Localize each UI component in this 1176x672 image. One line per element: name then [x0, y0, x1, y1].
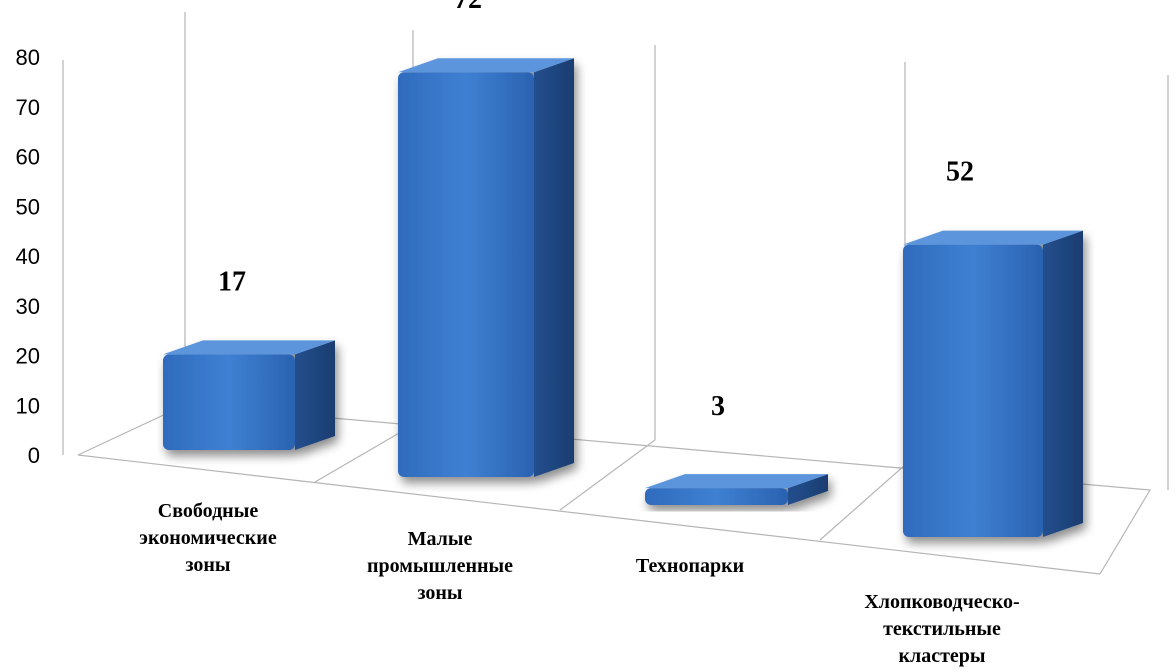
- bar-side: [534, 58, 574, 477]
- bar-front: [903, 244, 1043, 537]
- data-label: 3: [711, 391, 725, 422]
- bar-front: [645, 488, 788, 505]
- bars: [163, 58, 1083, 537]
- bar: [398, 58, 574, 477]
- bar-front: [398, 72, 534, 477]
- bar-top: [903, 230, 1083, 245]
- y-tick-label: 20: [16, 344, 40, 369]
- bar-front: [163, 354, 295, 450]
- category-label: Технопарки: [636, 555, 744, 577]
- y-tick-label: 70: [16, 95, 40, 120]
- category-label: Малые промышленные зоны: [367, 528, 513, 604]
- data-label: 17: [218, 266, 246, 297]
- floor-outline: [77, 404, 1152, 575]
- floor-divider: [559, 439, 656, 511]
- data-label: 52: [946, 157, 974, 188]
- bar-side: [295, 340, 335, 450]
- category-label: Свободные экономические зоны: [139, 500, 277, 576]
- bar-side: [788, 474, 828, 505]
- floor-divider: [819, 464, 906, 541]
- data-label: 72: [454, 0, 482, 15]
- floor-divider: [314, 424, 414, 483]
- y-tick-label: 80: [16, 45, 40, 70]
- category-labels: Свободные экономические зоны Малые промышлен…: [139, 500, 1019, 667]
- bar: [645, 474, 828, 505]
- bar-top: [398, 58, 574, 73]
- y-tick-label: 30: [16, 294, 40, 319]
- bar: [903, 230, 1083, 537]
- y-tick-label: 60: [16, 145, 40, 170]
- bar-side: [1043, 230, 1083, 537]
- data-labels: 17 72 3 52: [218, 0, 974, 422]
- category-label: Хлопководческо-текстильные кластеры: [864, 591, 1019, 667]
- bar: [163, 340, 335, 450]
- floor-front-edge: [77, 454, 1101, 575]
- bar-top: [645, 474, 828, 489]
- y-tick-label: 50: [16, 194, 40, 219]
- y-tick-label: 40: [16, 244, 40, 269]
- y-tick-label: 0: [28, 443, 40, 468]
- y-axis: 0 10 20 30 40 50 60 70 80: [16, 45, 40, 468]
- y-tick-label: 10: [16, 393, 40, 418]
- bar-top: [163, 340, 335, 355]
